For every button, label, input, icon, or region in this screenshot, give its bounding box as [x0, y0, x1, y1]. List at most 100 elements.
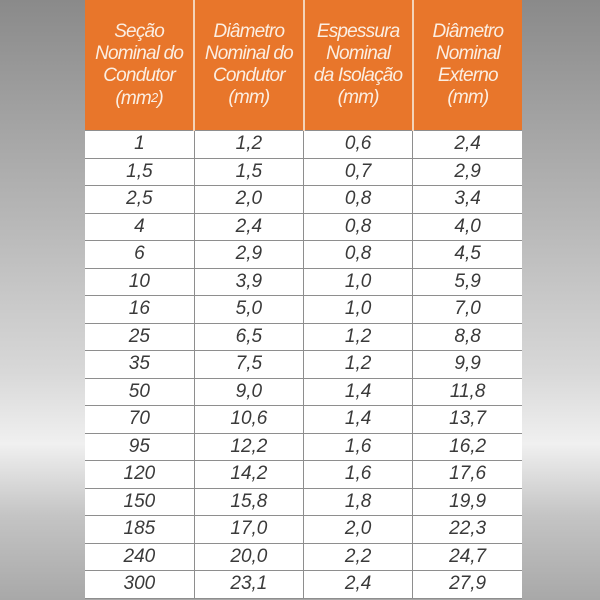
table-cell: 2,2 — [302, 542, 414, 571]
table-cell: 1,2 — [193, 130, 305, 159]
table-row: 300 23,1 2,4 27,9 — [85, 570, 522, 599]
table-cell: 16 — [85, 295, 195, 324]
table-cell: 17,6 — [412, 460, 522, 489]
table-cell: 8,8 — [412, 322, 522, 351]
table-cell: 10,6 — [193, 405, 305, 434]
header-line: (mm) — [447, 87, 489, 108]
table-row: 50 9,0 1,4 11,8 — [85, 377, 522, 406]
table-cell: 14,2 — [193, 460, 305, 489]
table-cell: 9,9 — [412, 350, 522, 379]
table-row: 120 14,2 1,6 17,6 — [85, 460, 522, 489]
header-line: Nominal — [435, 43, 501, 64]
header-line: Seção — [114, 20, 165, 42]
table-cell: 23,1 — [193, 570, 305, 599]
table-cell: 7,5 — [193, 350, 305, 379]
table-row: 2,5 2,0 0,8 3,4 — [85, 185, 522, 214]
table-row: 6 2,9 0,8 4,5 — [85, 240, 522, 269]
table-cell: 50 — [85, 377, 195, 406]
table-cell: 70 — [85, 405, 195, 434]
table-cell: 240 — [85, 542, 195, 571]
table-cell: 1,2 — [302, 350, 414, 379]
header-line: da Isolação — [313, 65, 403, 86]
header-line: Espessura — [316, 21, 400, 42]
table-cell: 2,4 — [302, 570, 414, 599]
header-diametro-externo: Diâmetro Nominal Externo (mm) — [411, 0, 522, 131]
table-cell: 17,0 — [193, 515, 305, 544]
table-cell: 2,5 — [85, 185, 195, 214]
table-cell: 22,3 — [412, 515, 522, 544]
table-cell: 1,8 — [302, 487, 414, 516]
table-cell: 1,0 — [302, 267, 414, 296]
table-cell: 10 — [85, 267, 195, 296]
table-cell: 1,2 — [302, 322, 414, 351]
table-cell: 25 — [85, 322, 195, 351]
table-cell: 0,6 — [302, 130, 414, 159]
header-line: (mm2) — [115, 87, 163, 109]
header-diametro-condutor: Diâmetro Nominal do Condutor (mm) — [193, 0, 304, 131]
table-row: 4 2,4 0,8 4,0 — [85, 212, 522, 241]
header-line: (mm) — [228, 87, 270, 108]
table-cell: 2,4 — [412, 130, 522, 159]
table-cell: 2,4 — [193, 212, 305, 241]
table-cell: 3,9 — [193, 267, 305, 296]
table-cell: 1,4 — [302, 405, 414, 434]
table-row: 16 5,0 1,0 7,0 — [85, 295, 522, 324]
header-line: Nominal do — [95, 42, 184, 64]
table-cell: 24,7 — [412, 542, 522, 571]
table-cell: 4 — [85, 212, 195, 241]
cable-spec-table: Seção Nominal do Condutor (mm2) Diâmetro… — [85, 0, 522, 599]
table-cell: 7,0 — [412, 295, 522, 324]
table-cell: 0,8 — [302, 212, 414, 241]
header-line: Condutor — [212, 65, 286, 86]
table-row: 10 3,9 1,0 5,9 — [85, 267, 522, 296]
header-espessura-isolacao: Espessura Nominal da Isolação (mm) — [302, 0, 413, 131]
table-row: 240 20,0 2,2 24,7 — [85, 542, 522, 571]
table-cell: 1,6 — [302, 460, 414, 489]
table-row: 25 6,5 1,2 8,8 — [85, 322, 522, 351]
table-cell: 16,2 — [412, 432, 522, 461]
table-row: 1,5 1,5 0,7 2,9 — [85, 157, 522, 186]
header-line: Diâmetro — [213, 21, 285, 42]
table-cell: 1,0 — [302, 295, 414, 324]
table-cell: 9,0 — [193, 377, 305, 406]
table-cell: 4,5 — [412, 240, 522, 269]
table-cell: 5,9 — [412, 267, 522, 296]
table-row: 1 1,2 0,6 2,4 — [85, 130, 522, 159]
table-cell: 300 — [85, 570, 195, 599]
table-cell: 19,9 — [412, 487, 522, 516]
table-cell: 1 — [85, 130, 195, 159]
table-cell: 4,0 — [412, 212, 522, 241]
table-row: 35 7,5 1,2 9,9 — [85, 350, 522, 379]
table-cell: 27,9 — [412, 570, 522, 599]
header-line: Nominal do — [204, 43, 294, 64]
table-cell: 2,0 — [302, 515, 414, 544]
table-cell: 11,8 — [412, 377, 522, 406]
table-cell: 150 — [85, 487, 195, 516]
table-cell: 15,8 — [193, 487, 305, 516]
table-cell: 6,5 — [193, 322, 305, 351]
table-cell: 95 — [85, 432, 195, 461]
table-cell: 2,0 — [193, 185, 305, 214]
table-cell: 12,2 — [193, 432, 305, 461]
header-secao: Seção Nominal do Condutor (mm2) — [85, 0, 195, 131]
table-cell: 1,4 — [302, 377, 414, 406]
header-line: Externo — [437, 65, 499, 86]
table-cell: 6 — [85, 240, 195, 269]
header-line: Nominal — [326, 43, 391, 64]
table-cell: 0,8 — [302, 240, 414, 269]
table-body: 1 1,2 0,6 2,4 1,5 1,5 0,7 2,9 2,5 2,0 0,8 3,4 4 2,4 0,… — [85, 130, 522, 599]
table-row: 150 15,8 1,8 19,9 — [85, 487, 522, 516]
table-cell: 120 — [85, 460, 195, 489]
header-row: Seção Nominal do Condutor (mm2) Diâmetro… — [85, 0, 522, 131]
table-row: 185 17,0 2,0 22,3 — [85, 515, 522, 544]
table-row: 70 10,6 1,4 13,7 — [85, 405, 522, 434]
table-cell: 2,9 — [412, 157, 522, 186]
table-cell: 2,9 — [193, 240, 305, 269]
table-cell: 185 — [85, 515, 195, 544]
table-cell: 1,5 — [85, 157, 195, 186]
table-cell: 35 — [85, 350, 195, 379]
table-cell: 0,7 — [302, 157, 414, 186]
table-cell: 1,5 — [193, 157, 305, 186]
table-cell: 3,4 — [412, 185, 522, 214]
header-line: (mm) — [337, 87, 380, 108]
